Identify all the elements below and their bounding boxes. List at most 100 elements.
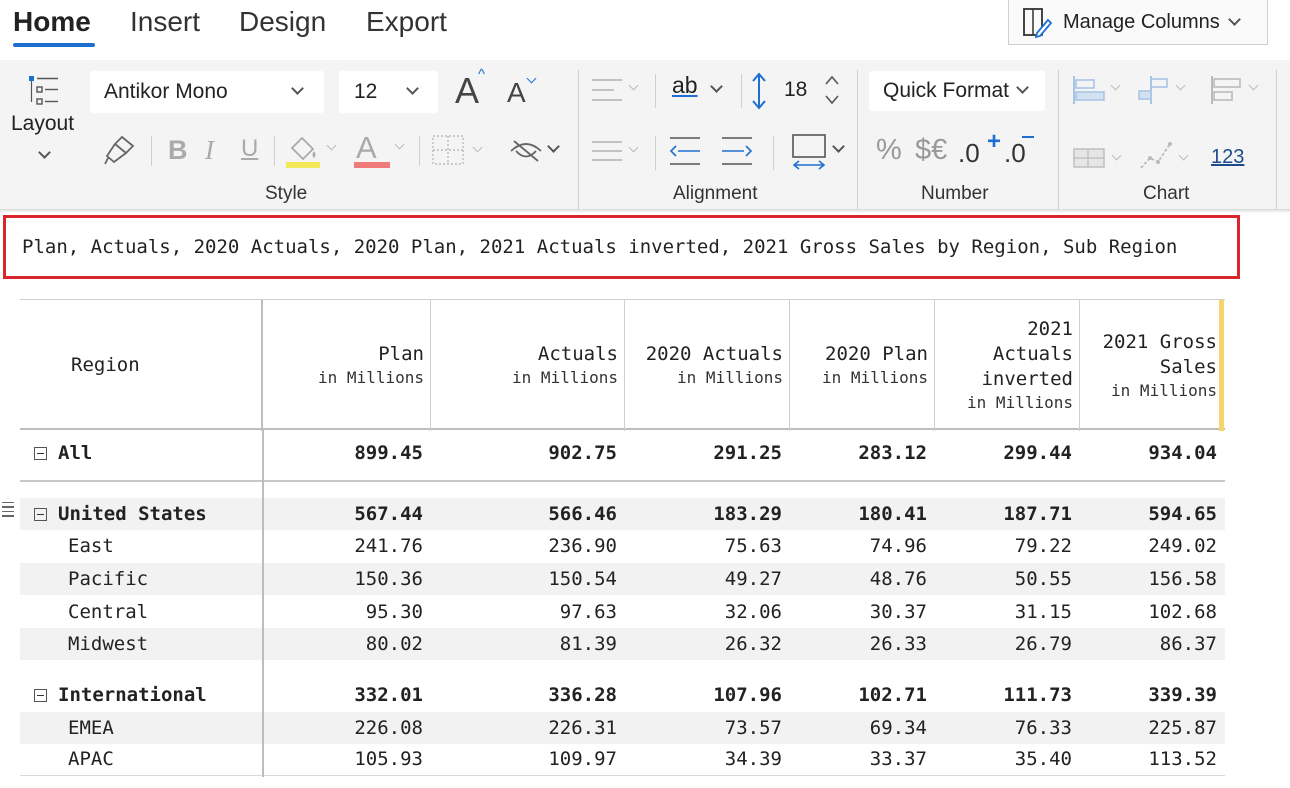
hide-icon[interactable] xyxy=(508,138,544,164)
table-cell[interactable]: 26.32 xyxy=(724,633,782,655)
percent-format-button[interactable]: % xyxy=(876,134,902,166)
bar-chart-icon[interactable] xyxy=(1072,74,1106,106)
column-header-region[interactable]: Region xyxy=(20,300,263,431)
table-cell[interactable]: 76.33 xyxy=(1014,717,1072,739)
currency-format-button[interactable]: $€ xyxy=(915,134,948,166)
table-cell[interactable]: 336.28 xyxy=(548,684,617,706)
table-cell[interactable]: 97.63 xyxy=(559,601,617,623)
tab-design[interactable]: Design xyxy=(239,6,327,37)
table-row[interactable]: Central 95.30 97.63 32.06 30.37 31.15 102.68 xyxy=(20,596,1225,628)
quick-format-select[interactable]: Quick Format xyxy=(869,71,1045,111)
table-cell[interactable]: 183.29 xyxy=(713,503,782,525)
line-spacing-value[interactable]: 18 xyxy=(784,78,808,101)
table-cell[interactable]: 180.41 xyxy=(858,503,927,525)
table-cell[interactable]: 34.39 xyxy=(724,748,782,770)
table-cell[interactable]: 150.36 xyxy=(354,568,423,590)
collapse-icon[interactable] xyxy=(34,689,47,702)
table-cell[interactable]: 95.30 xyxy=(365,601,423,623)
table-cell[interactable]: 299.44 xyxy=(1003,442,1072,464)
table-cell[interactable]: 102.68 xyxy=(1148,601,1217,623)
table-cell[interactable]: 105.93 xyxy=(354,748,423,770)
table-cell[interactable]: 934.04 xyxy=(1148,442,1217,464)
table-cell[interactable]: 249.02 xyxy=(1148,535,1217,557)
increase-decimal-button[interactable]: .0 + xyxy=(958,128,1001,169)
bold-button[interactable]: B xyxy=(168,135,188,165)
table-row[interactable]: United States 567.44 566.46 183.29 180.41 187… xyxy=(20,498,1225,530)
table-row[interactable]: All 899.45 902.75 291.25 283.12 299.44 934.04 xyxy=(20,437,1225,469)
font-color-button[interactable]: A xyxy=(352,128,412,168)
table-cell[interactable]: 26.79 xyxy=(1014,633,1072,655)
table-cell[interactable]: 48.76 xyxy=(869,568,927,590)
table-cell[interactable]: 241.76 xyxy=(354,535,423,557)
collapse-icon[interactable] xyxy=(34,447,47,460)
stepper-arrows-icon[interactable] xyxy=(822,72,842,108)
stacked-chart-icon[interactable] xyxy=(1210,74,1244,106)
table-cell[interactable]: 50.55 xyxy=(1014,568,1072,590)
drag-handle-icon[interactable] xyxy=(2,502,14,520)
increase-font-size-button[interactable]: A ^ xyxy=(455,66,485,112)
table-cell[interactable]: 26.33 xyxy=(869,633,927,655)
increase-indent-icon[interactable] xyxy=(720,134,754,168)
manage-columns-button[interactable]: Manage Columns xyxy=(1008,0,1268,45)
column-header-actuals[interactable]: Actuals in Millions xyxy=(431,300,625,431)
table-row[interactable]: International 332.01 336.28 107.96 102.71 111… xyxy=(20,679,1225,711)
table-row[interactable]: East 241.76 236.90 75.63 74.96 79.22 249.02 xyxy=(20,530,1225,562)
column-header-2020-actuals[interactable]: 2020 Actuals in Millions xyxy=(625,300,790,431)
table-cell[interactable]: 49.27 xyxy=(724,568,782,590)
table-cell[interactable]: 226.31 xyxy=(548,717,617,739)
table-cell[interactable]: 236.90 xyxy=(548,535,617,557)
table-cell[interactable]: 113.52 xyxy=(1148,748,1217,770)
table-cell[interactable]: 73.57 xyxy=(724,717,782,739)
table-cell[interactable]: 594.65 xyxy=(1148,503,1217,525)
table-cell[interactable]: 291.25 xyxy=(713,442,782,464)
table-row[interactable]: APAC 105.93 109.97 34.39 33.37 35.40 113.52 xyxy=(20,743,1225,775)
table-row[interactable]: EMEA 226.08 226.31 73.57 69.34 76.33 225.87 xyxy=(20,712,1225,744)
table-cell[interactable]: 69.34 xyxy=(869,717,927,739)
format-painter-icon[interactable] xyxy=(102,134,136,168)
font-size-select[interactable]: 12 xyxy=(339,71,438,113)
tab-export[interactable]: Export xyxy=(366,6,447,37)
collapse-icon[interactable] xyxy=(34,508,47,521)
table-chart-icon[interactable] xyxy=(1072,146,1106,170)
table-cell[interactable]: 109.97 xyxy=(548,748,617,770)
table-cell[interactable]: 102.71 xyxy=(858,684,927,706)
table-cell[interactable]: 902.75 xyxy=(548,442,617,464)
table-cell[interactable]: 226.08 xyxy=(354,717,423,739)
table-cell[interactable]: 111.73 xyxy=(1003,684,1072,706)
table-cell[interactable]: 899.45 xyxy=(354,442,423,464)
field-list-bar[interactable]: Plan, Actuals, 2020 Actuals, 2020 Plan, … xyxy=(3,215,1240,279)
table-cell[interactable]: 86.37 xyxy=(1159,633,1217,655)
wrap-text-button[interactable]: ab xyxy=(672,72,732,108)
line-chart-icon[interactable] xyxy=(1138,138,1174,172)
table-cell[interactable]: 150.54 xyxy=(548,568,617,590)
table-cell[interactable]: 283.12 xyxy=(858,442,927,464)
font-family-select[interactable]: Antikor Mono xyxy=(90,71,324,113)
table-cell[interactable]: 74.96 xyxy=(869,535,927,557)
borders-icon[interactable] xyxy=(431,134,465,166)
fill-color-button[interactable] xyxy=(284,132,344,170)
table-cell[interactable]: 187.71 xyxy=(1003,503,1072,525)
table-row[interactable]: Midwest 80.02 81.39 26.32 26.33 26.79 86.37 xyxy=(20,628,1225,660)
table-cell[interactable]: 566.46 xyxy=(548,503,617,525)
decrease-font-size-button[interactable]: A xyxy=(507,73,537,109)
decrease-indent-icon[interactable] xyxy=(668,134,702,168)
column-header-2021-actuals-inverted[interactable]: 2021 Actuals inverted in Millions xyxy=(935,300,1080,431)
tab-insert[interactable]: Insert xyxy=(130,6,201,37)
vertical-align-icon[interactable] xyxy=(590,136,624,166)
align-icon[interactable] xyxy=(590,76,624,106)
underline-button[interactable]: U xyxy=(241,135,259,162)
column-header-plan[interactable]: Plan in Millions xyxy=(263,300,431,431)
table-cell[interactable]: 33.37 xyxy=(869,748,927,770)
column-header-2020-plan[interactable]: 2020 Plan in Millions xyxy=(790,300,935,431)
table-cell[interactable]: 225.87 xyxy=(1148,717,1217,739)
decrease-decimal-button[interactable]: .0 xyxy=(1004,136,1034,169)
table-cell[interactable]: 567.44 xyxy=(354,503,423,525)
table-cell[interactable]: 81.39 xyxy=(559,633,617,655)
table-cell[interactable]: 32.06 xyxy=(724,601,782,623)
table-cell[interactable]: 156.58 xyxy=(1148,568,1217,590)
table-cell[interactable]: 30.37 xyxy=(869,601,927,623)
layout-button[interactable]: Layout xyxy=(8,68,80,174)
table-cell[interactable]: 332.01 xyxy=(354,684,423,706)
table-cell[interactable]: 107.96 xyxy=(713,684,782,706)
table-cell[interactable]: 75.63 xyxy=(724,535,782,557)
